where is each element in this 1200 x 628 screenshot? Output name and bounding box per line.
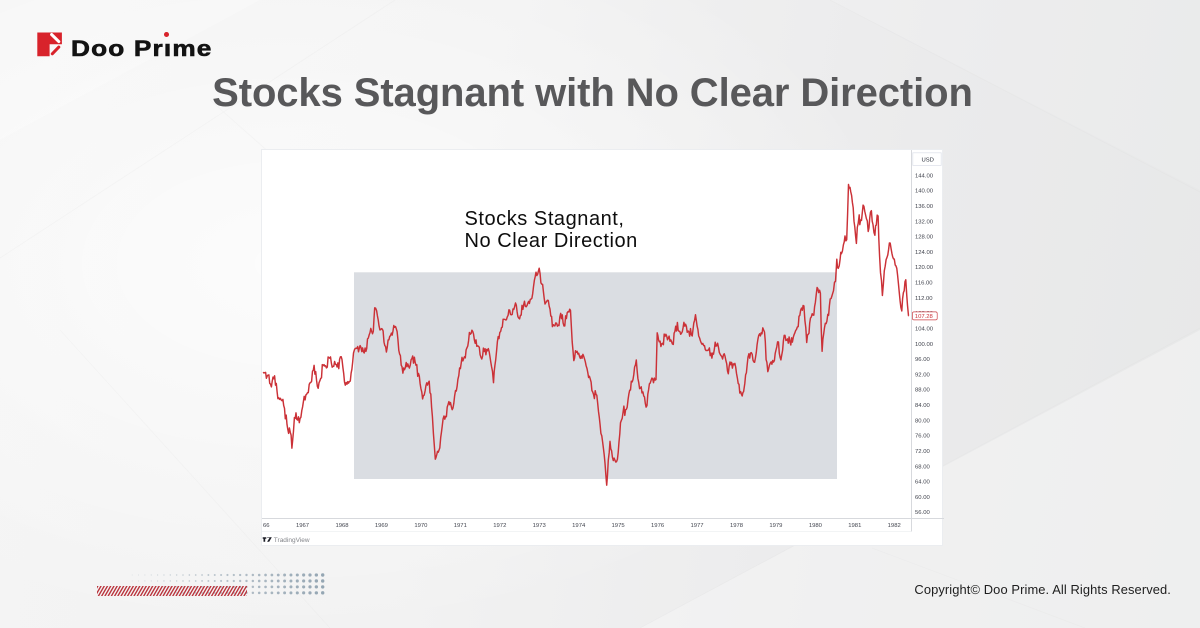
svg-text:1976: 1976 bbox=[651, 523, 665, 529]
svg-text:80.00: 80.00 bbox=[915, 418, 930, 424]
svg-text:1978: 1978 bbox=[730, 523, 744, 529]
svg-text:120.00: 120.00 bbox=[915, 265, 934, 271]
svg-text:1982: 1982 bbox=[888, 523, 901, 529]
svg-text:1969: 1969 bbox=[375, 523, 388, 529]
svg-text:68.00: 68.00 bbox=[915, 464, 930, 470]
svg-text:72.00: 72.00 bbox=[915, 449, 930, 455]
svg-text:96.00: 96.00 bbox=[915, 357, 930, 363]
svg-text:1981: 1981 bbox=[848, 523, 861, 529]
svg-text:100.00: 100.00 bbox=[915, 342, 934, 348]
svg-text:128.00: 128.00 bbox=[915, 235, 934, 241]
svg-text:1968: 1968 bbox=[335, 523, 349, 529]
svg-text:USD: USD bbox=[922, 158, 934, 164]
svg-text:140.00: 140.00 bbox=[915, 189, 934, 195]
svg-text:1979: 1979 bbox=[769, 523, 782, 529]
svg-text:1967: 1967 bbox=[296, 523, 309, 529]
svg-text:1975: 1975 bbox=[612, 523, 626, 529]
svg-text:116.00: 116.00 bbox=[915, 281, 933, 287]
svg-text:144.00: 144.00 bbox=[915, 173, 934, 179]
svg-text:107.28: 107.28 bbox=[915, 314, 934, 320]
svg-text:1973: 1973 bbox=[533, 523, 547, 529]
svg-text:66: 66 bbox=[263, 523, 270, 529]
svg-text:1972: 1972 bbox=[493, 523, 506, 529]
svg-text:1977: 1977 bbox=[690, 523, 703, 529]
svg-text:84.00: 84.00 bbox=[915, 403, 930, 409]
svg-text:104.00: 104.00 bbox=[915, 327, 934, 333]
svg-text:56.00: 56.00 bbox=[915, 510, 930, 516]
svg-text:64.00: 64.00 bbox=[915, 480, 930, 486]
svg-text:76.00: 76.00 bbox=[915, 434, 930, 440]
svg-text:TradingView: TradingView bbox=[274, 537, 310, 544]
svg-text:60.00: 60.00 bbox=[915, 495, 930, 501]
svg-text:136.00: 136.00 bbox=[915, 204, 934, 210]
svg-text:124.00: 124.00 bbox=[915, 250, 934, 256]
svg-text:92.00: 92.00 bbox=[915, 372, 930, 378]
svg-text:132.00: 132.00 bbox=[915, 219, 934, 225]
svg-text:112.00: 112.00 bbox=[915, 296, 933, 302]
svg-text:1980: 1980 bbox=[809, 523, 823, 529]
svg-text:1970: 1970 bbox=[414, 523, 428, 529]
svg-text:1974: 1974 bbox=[572, 523, 586, 529]
svg-text:1971: 1971 bbox=[454, 523, 467, 529]
svg-text:88.00: 88.00 bbox=[915, 388, 930, 394]
